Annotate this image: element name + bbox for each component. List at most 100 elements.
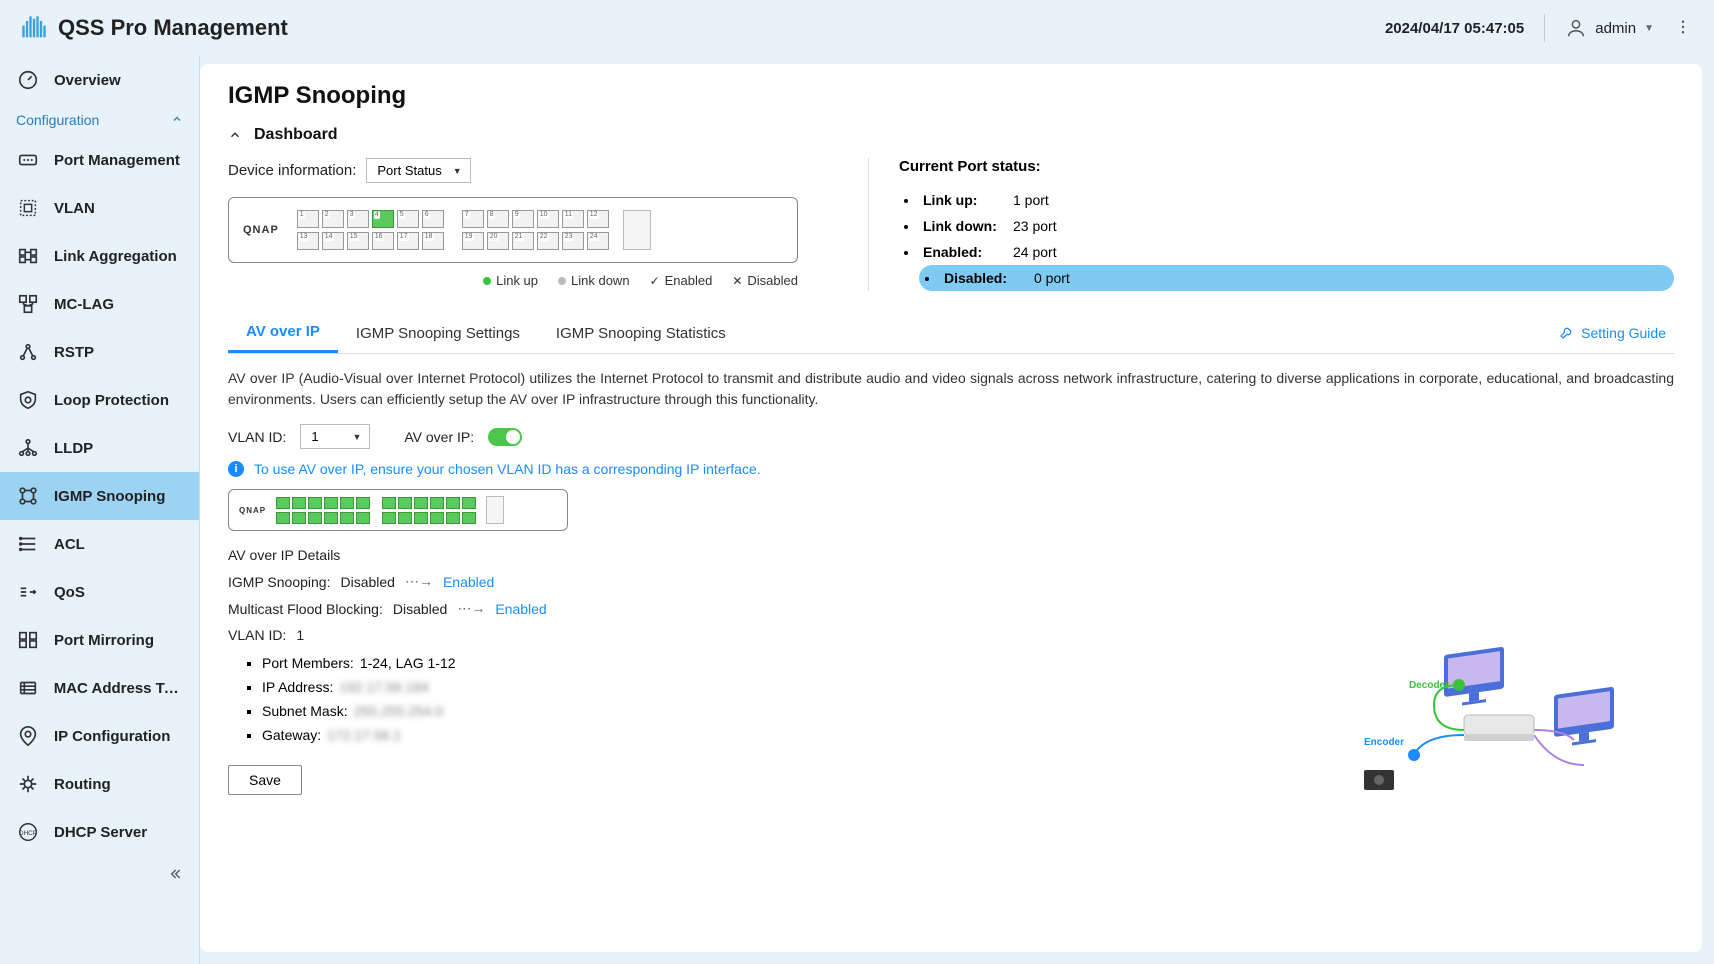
device-info-select[interactable]: Port Status [366,158,470,183]
sidebar-item-qos[interactable]: QoS [0,568,199,616]
sidebar-item-mac-address-table[interactable]: MAC Address Ta... [0,664,199,712]
port-small [382,512,396,524]
port-status-title: Current Port status: [899,158,1674,175]
port-11[interactable] [562,210,584,228]
tabs: AV over IP IGMP Snooping Settings IGMP S… [228,313,1674,354]
sidebar-item-port-mirroring[interactable]: Port Mirroring [0,616,199,664]
port-20[interactable] [487,232,509,250]
switch-brand: QNAP [243,224,279,236]
port-4[interactable] [372,210,394,228]
chevron-up-icon [171,112,183,128]
more-icon[interactable] [1674,18,1694,38]
sidebar-item-link-aggregation[interactable]: Link Aggregation [0,232,199,280]
sidebar-item-label: IGMP Snooping [54,488,165,505]
sidebar-section-label: Configuration [16,112,99,128]
port-small [276,512,290,524]
port-23[interactable] [562,232,584,250]
select-value: 1 [311,429,318,444]
legend-label: Enabled [665,273,713,288]
user-menu[interactable]: admin ▼ [1565,17,1654,39]
save-button[interactable]: Save [228,765,302,795]
lldp-icon [16,436,40,460]
sidebar-item-label: Port Management [54,152,180,169]
details-title: AV over IP Details [228,547,1674,563]
chevron-up-icon [228,128,242,142]
sidebar-item-lldp[interactable]: LLDP [0,424,199,472]
igmp-snooping-label: IGMP Snooping: [228,574,330,590]
port-small [462,497,476,509]
sidebar-item-label: MAC Address Ta... [54,680,183,697]
tab-av-over-ip[interactable]: AV over IP [228,313,338,353]
port-15[interactable] [347,232,369,250]
sidebar-collapse-button[interactable] [0,856,199,892]
sidebar-item-routing[interactable]: Routing [0,760,199,808]
sidebar-item-acl[interactable]: ACL [0,520,199,568]
port-18[interactable] [422,232,444,250]
port-small [356,497,370,509]
sidebar-item-loop-protection[interactable]: Loop Protection [0,376,199,424]
port-small [430,497,444,509]
port-19[interactable] [462,232,484,250]
av-over-ip-toggle[interactable] [488,428,522,446]
sidebar: Overview Configuration Port Management V… [0,56,200,964]
switch-diagram-small: QNAP [228,489,568,531]
shield-icon [16,388,40,412]
port-small [308,497,322,509]
dashboard-label: Dashboard [254,126,338,144]
sidebar-item-port-management[interactable]: Port Management [0,136,199,184]
port-5[interactable] [397,210,419,228]
port-small [292,512,306,524]
sidebar-item-vlan[interactable]: VLAN [0,184,199,232]
sidebar-item-label: MC-LAG [54,296,114,313]
port-16[interactable] [372,232,394,250]
av-over-ip-description: AV over IP (Audio-Visual over Internet P… [228,368,1674,410]
port-22[interactable] [537,232,559,250]
port-24[interactable] [587,232,609,250]
port-6[interactable] [422,210,444,228]
sidebar-item-igmp-snooping[interactable]: IGMP Snooping [0,472,199,520]
port-8[interactable] [487,210,509,228]
port-small [398,512,412,524]
enabled-link[interactable]: Enabled [495,601,546,617]
app-logo-icon [20,14,48,42]
multicast-value: Disabled [393,601,447,617]
port-10[interactable] [537,210,559,228]
uplink-port [486,496,504,524]
port-21[interactable] [512,232,534,250]
port-small [462,512,476,524]
switch-diagram-large: QNAP [228,197,798,263]
svg-text:Encoder: Encoder [1364,737,1404,748]
setting-guide-link[interactable]: Setting Guide [1559,324,1674,343]
tab-igmp-snooping-settings[interactable]: IGMP Snooping Settings [338,315,538,352]
link-agg-icon [16,244,40,268]
port-17[interactable] [397,232,419,250]
sidebar-item-overview[interactable]: Overview [0,56,199,104]
user-name: admin [1595,20,1636,37]
igmp-icon [16,484,40,508]
sidebar-section-configuration[interactable]: Configuration [0,104,199,136]
port-13[interactable] [297,232,319,250]
port-2[interactable] [322,210,344,228]
enabled-link[interactable]: Enabled [443,574,494,590]
vlan-id-select[interactable]: 1 [300,424,370,449]
port-7[interactable] [462,210,484,228]
port-12[interactable] [587,210,609,228]
sidebar-item-rstp[interactable]: RSTP [0,328,199,376]
sidebar-item-dhcp-server[interactable]: DHCP DHCP Server [0,808,199,856]
port-small [446,497,460,509]
sidebar-item-ip-configuration[interactable]: IP Configuration [0,712,199,760]
port-small [398,497,412,509]
caret-down-icon: ▼ [1644,23,1654,34]
port-1[interactable] [297,210,319,228]
timestamp: 2024/04/17 05:47:05 [1385,20,1524,37]
select-value: Port Status [377,163,441,178]
legend-label: Link down [571,273,630,288]
dashboard-section-toggle[interactable]: Dashboard [228,126,1674,144]
vlan-detail-value: 1 [296,627,304,643]
tab-igmp-snooping-statistics[interactable]: IGMP Snooping Statistics [538,315,744,352]
port-14[interactable] [322,232,344,250]
port-3[interactable] [347,210,369,228]
port-status-item: Link up:1 port [919,187,1674,213]
sidebar-item-mc-lag[interactable]: MC-LAG [0,280,199,328]
port-9[interactable] [512,210,534,228]
